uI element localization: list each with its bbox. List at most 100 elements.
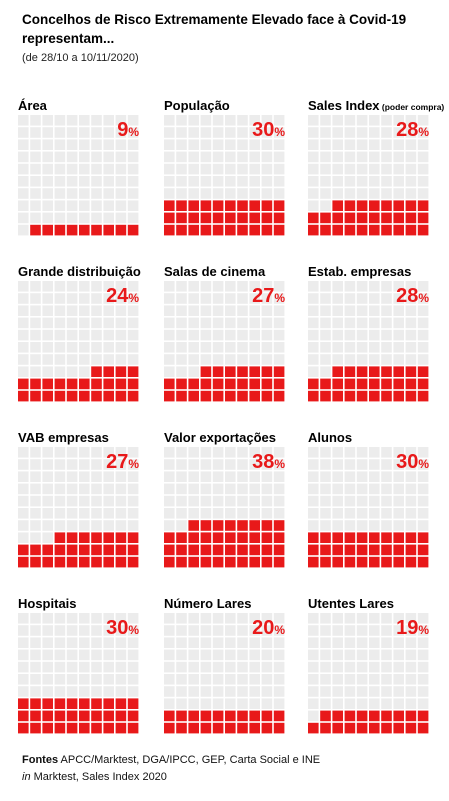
waffle-cell-empty	[273, 625, 285, 636]
waffle-cell-filled	[127, 556, 139, 568]
waffle-cell-empty	[417, 698, 429, 709]
waffle-cell-filled	[417, 378, 429, 390]
waffle-cell-empty	[225, 471, 236, 482]
waffle-cell-empty	[54, 212, 66, 224]
waffle-cell-filled	[417, 390, 429, 402]
waffle-cell-filled	[344, 556, 356, 568]
waffle-cell-empty	[237, 163, 248, 175]
panel-label: Grande distribuição	[18, 264, 141, 279]
waffle-cell-empty	[188, 188, 199, 199]
waffle-cell-empty	[381, 447, 392, 458]
waffle-cell-empty	[369, 293, 380, 304]
waffle-cell-empty	[127, 686, 139, 697]
waffle-cell-filled	[176, 200, 187, 211]
waffle-cell-empty	[212, 459, 224, 470]
waffle-cell-empty	[381, 329, 392, 341]
waffle-cell-filled	[103, 378, 114, 390]
waffle-cell-empty	[18, 661, 29, 673]
waffle-cell-filled	[344, 378, 356, 390]
waffle-cell-empty	[79, 471, 90, 482]
waffle-cell-empty	[42, 520, 53, 531]
waffle-cell-empty	[356, 649, 368, 661]
waffle-cell-empty	[42, 329, 53, 341]
waffle-panel: População 30%	[164, 98, 289, 248]
waffle-cell-empty	[356, 176, 368, 187]
waffle-cell-empty	[176, 176, 187, 187]
waffle-cell-empty	[320, 686, 331, 697]
waffle-cell-empty	[212, 447, 224, 458]
waffle-cell-empty	[225, 459, 236, 470]
waffle-cell-empty	[30, 139, 41, 150]
waffle-cell-filled	[308, 544, 319, 556]
waffle-cell-empty	[332, 188, 343, 199]
waffle-cell-empty	[30, 212, 41, 224]
waffle-cell-empty	[115, 115, 127, 126]
waffle-cell-empty	[320, 495, 331, 507]
waffle-cell-empty	[42, 293, 53, 304]
waffle-cell-empty	[381, 483, 392, 495]
waffle-cell-empty	[164, 459, 175, 470]
waffle-cell-empty	[115, 613, 127, 624]
waffle-cell-empty	[127, 317, 139, 329]
waffle-cell-empty	[405, 447, 417, 458]
waffle-cell-empty	[188, 686, 199, 697]
waffle-cell-empty	[320, 661, 331, 673]
waffle-cell-empty	[176, 188, 187, 199]
waffle-cell-empty	[225, 625, 236, 636]
waffle-cell-empty	[249, 447, 260, 458]
waffle-cell-empty	[273, 354, 285, 365]
waffle-cell-empty	[417, 520, 429, 531]
panel-value-number: 30	[396, 451, 419, 473]
waffle-cell-filled	[393, 224, 404, 236]
waffle-cell-empty	[66, 483, 78, 495]
waffle-cell-empty	[200, 139, 212, 150]
waffle-cell-empty	[356, 447, 368, 458]
panel-label-text: Alunos	[308, 430, 353, 445]
waffle-cell-empty	[249, 139, 260, 150]
waffle-cell-empty	[356, 471, 368, 482]
waffle-cell-empty	[79, 661, 90, 673]
waffle-cell-empty	[393, 459, 404, 470]
waffle-cell-empty	[188, 625, 199, 636]
waffle-cell-empty	[79, 674, 90, 685]
waffle-cell-empty	[225, 329, 236, 341]
waffle-cell-filled	[200, 212, 212, 224]
waffle-cell-empty	[127, 293, 139, 304]
waffle-cell-filled	[249, 556, 260, 568]
waffle-cell-empty	[393, 354, 404, 365]
waffle-cell-empty	[115, 163, 127, 175]
waffle-cell-empty	[261, 293, 273, 304]
waffle-cell-empty	[115, 281, 127, 292]
waffle-cell-empty	[237, 661, 248, 673]
waffle-cell-empty	[417, 471, 429, 482]
waffle-cell-empty	[356, 329, 368, 341]
waffle-panel: Valor exportações 38%	[164, 430, 289, 580]
panel-value-label: 30%	[252, 119, 285, 142]
waffle-cell-empty	[91, 613, 102, 624]
waffle-cell-empty	[30, 200, 41, 211]
waffle-cell-filled	[200, 390, 212, 402]
waffle-cell-empty	[42, 139, 53, 150]
waffle-cell-empty	[42, 649, 53, 661]
waffle-cell-empty	[369, 483, 380, 495]
waffle-cell-empty	[188, 317, 199, 329]
waffle-cell-empty	[237, 459, 248, 470]
waffle-cell-filled	[249, 532, 260, 543]
waffle-cell-empty	[381, 686, 392, 697]
waffle-cell-filled	[237, 200, 248, 211]
waffle-cell-empty	[115, 293, 127, 304]
waffle-cell-empty	[91, 674, 102, 685]
waffle-cell-empty	[344, 281, 356, 292]
waffle-cell-filled	[369, 390, 380, 402]
waffle-cell-empty	[273, 151, 285, 163]
waffle-cell-empty	[164, 354, 175, 365]
waffle-cell-empty	[405, 698, 417, 709]
waffle-cell-filled	[91, 556, 102, 568]
waffle-cell-empty	[188, 115, 199, 126]
panel-value-unit: %	[418, 291, 429, 305]
waffle-cell-empty	[79, 637, 90, 648]
waffle-cell-empty	[356, 127, 368, 138]
waffle-cell-empty	[273, 637, 285, 648]
waffle-cell-empty	[405, 637, 417, 648]
panel-label-text: Sales Index	[308, 98, 380, 113]
